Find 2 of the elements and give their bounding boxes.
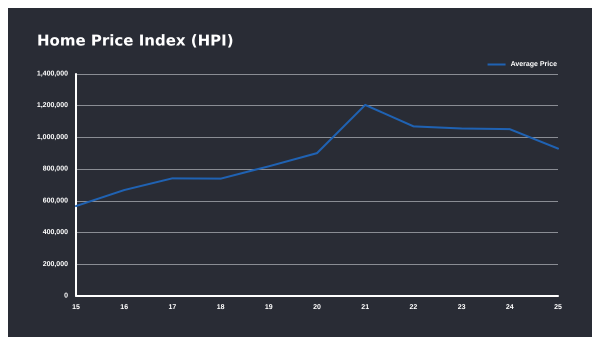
line-series xyxy=(75,104,559,208)
chart-title: Home Price Index (HPI) xyxy=(37,32,234,50)
